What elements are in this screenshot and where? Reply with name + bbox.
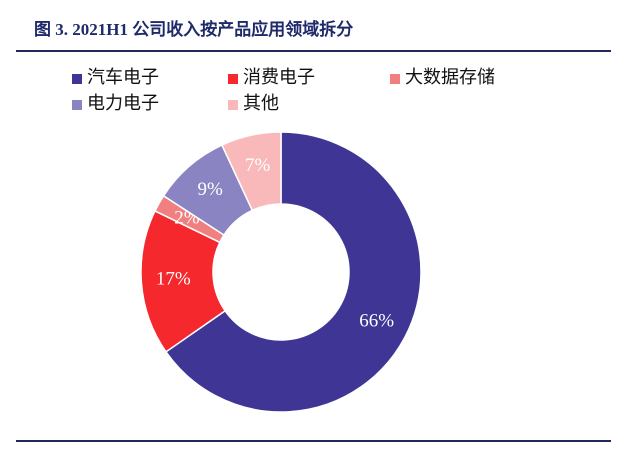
chart-title: 图 3. 2021H1 公司收入按产品应用领域拆分 bbox=[34, 19, 353, 39]
value-label: 66% bbox=[359, 310, 394, 331]
legend-swatch bbox=[390, 74, 400, 84]
legend-label: 汽车电子 bbox=[87, 67, 159, 87]
legend-swatch bbox=[72, 100, 82, 110]
value-label: 7% bbox=[245, 155, 271, 176]
value-label: 9% bbox=[197, 179, 223, 200]
legend-label: 其他 bbox=[243, 93, 279, 113]
donut-slice bbox=[164, 131, 422, 413]
legend-label: 消费电子 bbox=[243, 67, 315, 87]
legend-swatch bbox=[72, 74, 82, 84]
legend-swatch bbox=[228, 74, 238, 84]
legend-swatch bbox=[228, 100, 238, 110]
legend-label: 电力电子 bbox=[87, 93, 159, 113]
value-label: 17% bbox=[156, 269, 191, 290]
donut-slice bbox=[140, 209, 227, 353]
legend-label: 大数据存储 bbox=[405, 67, 495, 87]
donut-slice bbox=[220, 131, 282, 212]
